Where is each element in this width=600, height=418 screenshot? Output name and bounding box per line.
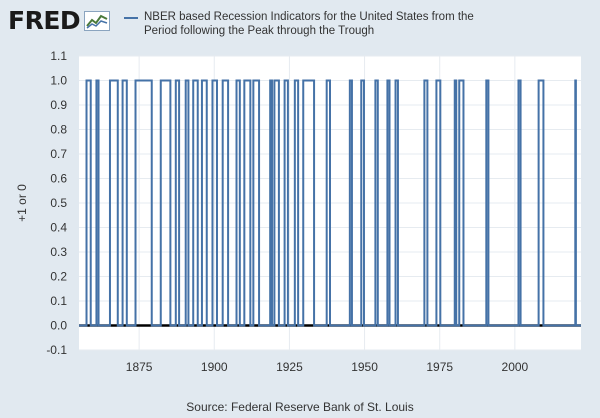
legend-swatch xyxy=(124,17,138,19)
y-axis-label: +1 or 0 xyxy=(15,184,29,222)
x-tick-label: 1875 xyxy=(126,360,153,374)
line-chart-icon xyxy=(84,10,111,31)
y-tick-label: 0.1 xyxy=(50,294,67,308)
y-tick-label: 0.4 xyxy=(50,221,67,235)
x-tick-label: 1925 xyxy=(276,360,303,374)
x-tick-label: 1900 xyxy=(201,360,228,374)
x-tick-label: 1975 xyxy=(426,360,453,374)
fred-logo[interactable]: FRED xyxy=(8,6,111,35)
y-tick-label: 0.0 xyxy=(50,319,67,333)
source-note: Source: Federal Reserve Bank of St. Loui… xyxy=(186,400,414,414)
y-tick-label: 0.5 xyxy=(50,196,67,210)
y-tick-label: 0.3 xyxy=(50,245,67,259)
y-tick-label: 0.7 xyxy=(50,147,67,161)
y-tick-label: 0.9 xyxy=(50,98,67,112)
y-tick-label: 0.6 xyxy=(50,172,67,186)
x-tick-label: 1950 xyxy=(351,360,378,374)
x-tick-labels: 1875 1900 1925 1950 1975 2000 xyxy=(126,360,529,374)
y-tick-label: -0.1 xyxy=(46,343,67,357)
recession-series-line xyxy=(79,79,581,327)
y-tick-label: 0.8 xyxy=(50,123,67,137)
legend-label: NBER based Recession Indicators for the … xyxy=(144,11,474,37)
y-tick-label: 1.0 xyxy=(50,74,67,88)
fred-logo-text: FRED xyxy=(8,6,81,35)
y-tick-labels: -0.1 0.0 0.1 0.2 0.3 0.4 0.5 0.6 0.7 0.8 0.9 1.0 1.1 xyxy=(46,49,67,357)
chart-legend: NBER based Recession Indicators for the … xyxy=(124,10,504,38)
y-tick-label: 0.2 xyxy=(50,270,67,284)
x-tick-label: 2000 xyxy=(502,360,529,374)
y-tick-label: 1.1 xyxy=(50,49,67,63)
